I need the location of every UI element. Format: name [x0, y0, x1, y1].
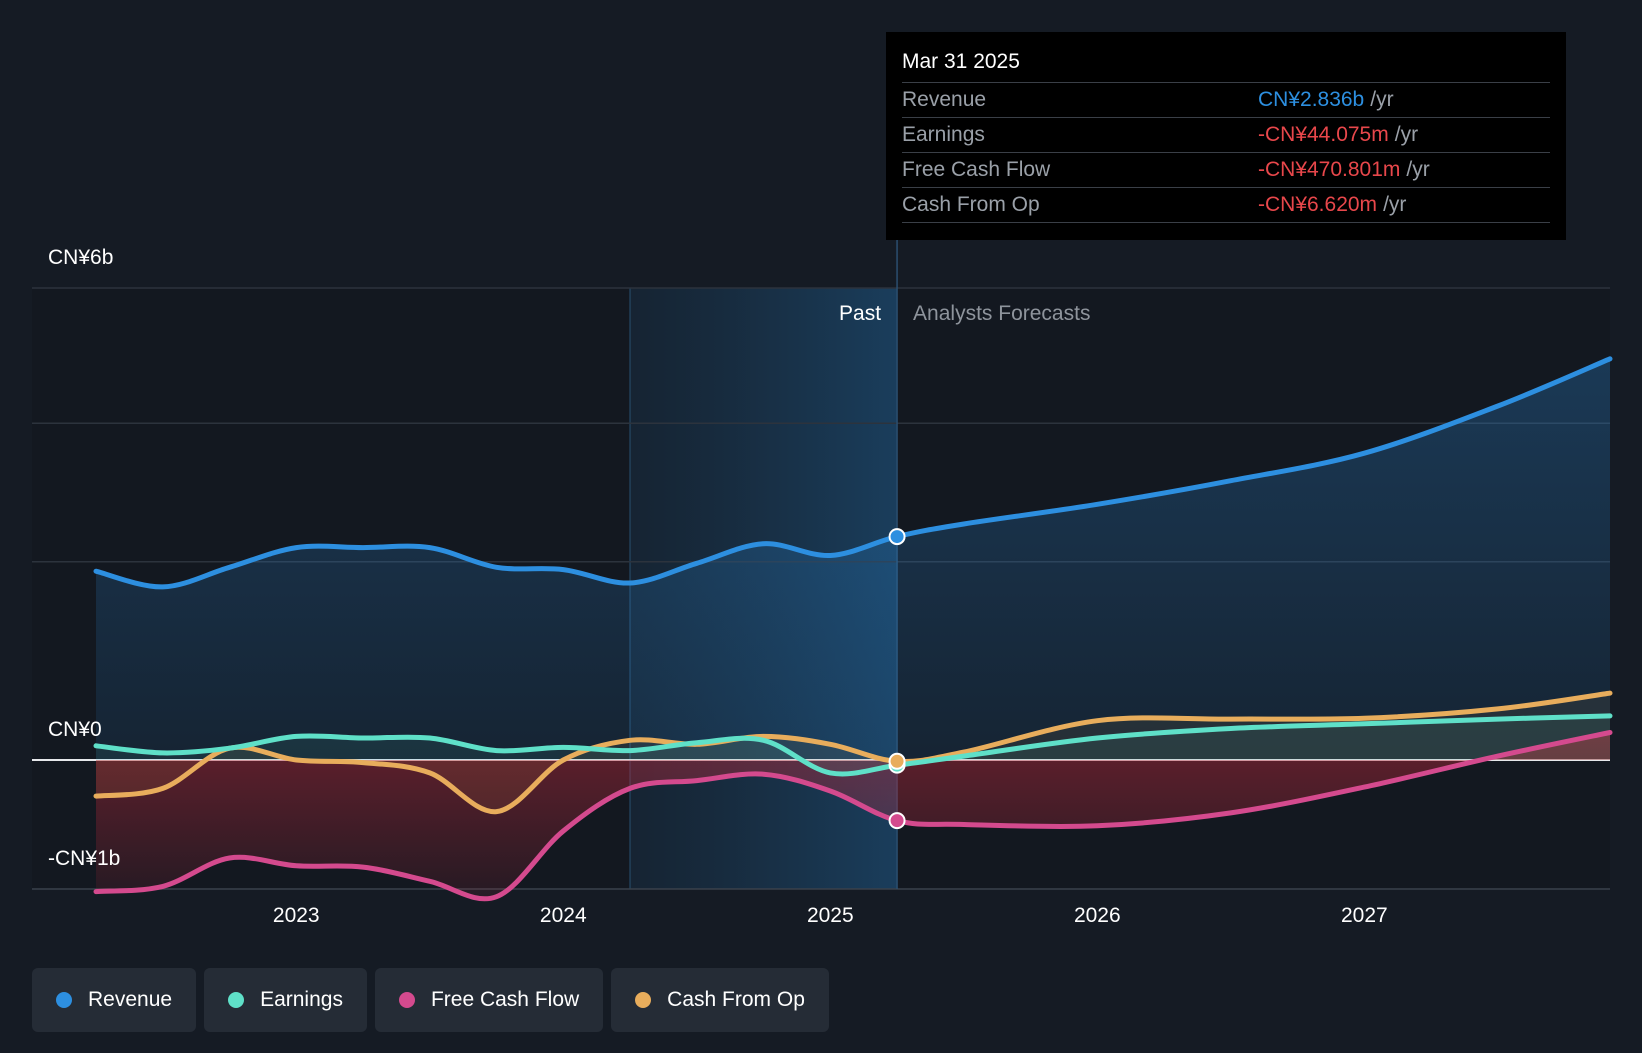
legend-dot-icon	[398, 992, 415, 1008]
tooltip-row-unit: /yr	[1383, 193, 1407, 216]
x-tick-label: 2027	[1341, 904, 1388, 927]
x-tick-label: 2026	[1074, 904, 1121, 927]
tooltip-row: Cash From Op -CN¥6.620m/yr	[902, 187, 1550, 223]
tooltip: Mar 31 2025 Revenue CN¥2.836b/yr Earnings -…	[886, 32, 1566, 240]
tooltip-row-label: Earnings	[902, 123, 985, 146]
cash-from-op-marker	[888, 752, 906, 770]
revenue-marker	[888, 528, 906, 546]
free-cash-flow-marker	[888, 812, 906, 830]
x-tick-label: 2023	[273, 904, 320, 927]
x-tick-label: 2025	[807, 904, 854, 927]
tooltip-row-unit: /yr	[1406, 158, 1430, 181]
legend-dot-icon	[228, 992, 245, 1008]
y-tick-label: CN¥6b	[48, 246, 113, 269]
tooltip-row-unit: /yr	[1370, 88, 1394, 111]
legend-label: Free Cash Flow	[430, 988, 580, 1011]
tooltip-row-label: Free Cash Flow	[902, 158, 1051, 181]
tooltip-row-value: -CN¥6.620m	[1258, 193, 1378, 216]
legend-item-earnings[interactable]: Earnings	[204, 968, 367, 1032]
tooltip-row: Earnings -CN¥44.075m/yr	[902, 117, 1550, 152]
legend-item-free-cash-flow[interactable]: Free Cash Flow	[374, 968, 604, 1032]
tooltip-row-value: -CN¥44.075m	[1258, 123, 1389, 146]
legend-item-cash-from-op[interactable]: Cash From Op	[611, 968, 829, 1032]
legend-dot-icon	[635, 992, 652, 1008]
legend: Revenue Earnings Free Cash Flow Cash From O…	[32, 968, 829, 1032]
x-tick-label: 2024	[540, 904, 587, 927]
y-tick-label: CN¥0	[48, 718, 102, 741]
legend-item-revenue[interactable]: Revenue	[32, 968, 197, 1032]
tooltip-row: Free Cash Flow -CN¥470.801m/yr	[902, 152, 1550, 187]
legend-label: Revenue	[88, 988, 173, 1011]
free-cash-flow-area	[96, 732, 1610, 899]
free-cash-flow-line	[93, 730, 1613, 902]
legend-dot-icon	[56, 992, 72, 1008]
y-tick-label: -CN¥1b	[48, 847, 120, 870]
tooltip-date: Mar 31 2025	[902, 50, 1020, 73]
tooltip-row-value: CN¥2.836b	[1258, 88, 1365, 111]
revenue-line	[93, 356, 1613, 590]
tooltip-row-label: Cash From Op	[902, 193, 1040, 216]
tooltip-row-value: -CN¥470.801m	[1258, 158, 1401, 181]
legend-label: Cash From Op	[667, 988, 805, 1011]
tooltip-row: Revenue CN¥2.836b/yr	[902, 82, 1550, 117]
forecast-label: Analysts Forecasts	[913, 302, 1090, 325]
tooltip-row-unit: /yr	[1394, 123, 1419, 146]
past-label: Past	[839, 302, 881, 325]
revenue-area	[96, 358, 1610, 760]
legend-label: Earnings	[260, 988, 343, 1011]
earnings-line	[93, 713, 1613, 777]
tooltip-row-label: Revenue	[902, 88, 987, 111]
